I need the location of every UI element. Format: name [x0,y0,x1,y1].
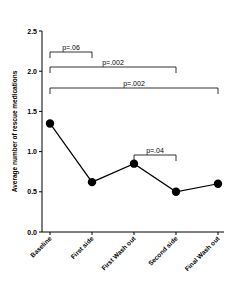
y-tick [39,71,42,72]
annotation: p=.002 [123,80,145,88]
bracket [50,52,92,58]
x-tick [50,232,51,235]
plot [46,119,222,196]
bracket [50,67,176,73]
line [50,123,218,191]
y-tick [39,232,42,233]
y-tick-label: 0.0 [27,229,37,236]
y-axis [42,31,43,232]
y-tick-label: 1.0 [27,148,37,155]
x-tick [218,232,219,235]
x-tick [176,232,177,235]
x-tick-label: Second side [147,234,179,266]
y-tick-label: 0.5 [27,188,37,195]
x-tick [134,232,135,235]
point [214,180,222,188]
y-tick [39,191,42,192]
x-axis [42,232,224,233]
chart: 0.0 0.5 1.0 1.5 2.0 2.5 Average number of resc… [0,0,232,300]
y-tick [39,111,42,112]
y-tick-label: 2.5 [27,28,37,35]
bracket [134,155,176,161]
point [88,178,96,186]
y-tick [39,151,42,152]
annotation: p=.06 [62,44,80,52]
x-tick [92,232,93,235]
y-axis-label: Average number of rescue medications [11,70,19,192]
y-tick-label: 2.0 [27,68,37,75]
bracket [50,88,218,94]
x-tick-label: First side [69,234,95,260]
x-tick-label: First Wash out [100,234,137,271]
x-tick-label: Baseline [29,234,53,258]
annotation: p=.04 [146,147,164,155]
y-tick [39,31,42,32]
annotation: p=.002 [102,59,124,67]
x-tick-label: Final Wash out [183,234,221,272]
y-tick-label: 1.5 [27,108,37,115]
point [46,119,54,127]
point [172,188,180,196]
